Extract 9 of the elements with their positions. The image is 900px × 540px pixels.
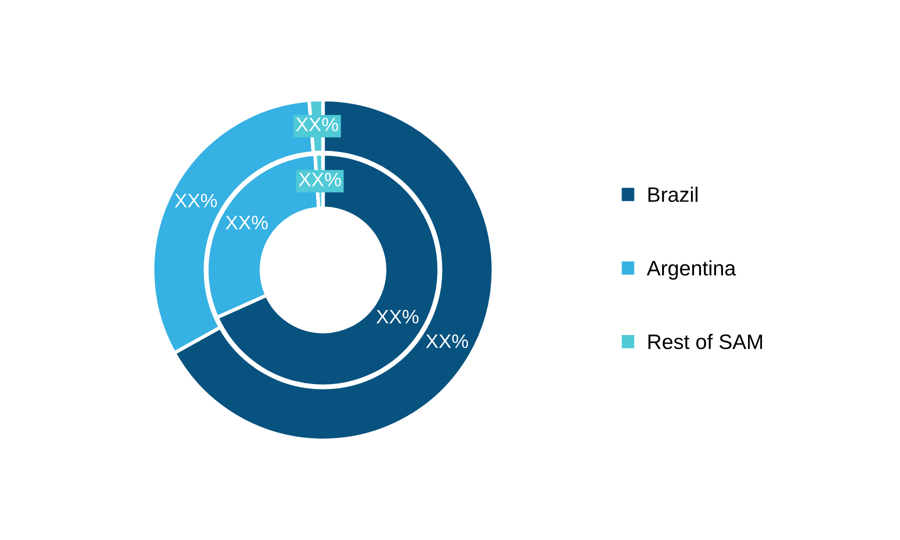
data-label: XX% bbox=[426, 334, 468, 348]
data-label: XX% bbox=[174, 194, 217, 208]
data-label: XX% bbox=[226, 216, 268, 230]
data-label: XX% bbox=[296, 118, 338, 132]
legend-label: Brazil bbox=[648, 186, 698, 202]
legend-label: Rest of SAM bbox=[648, 334, 762, 350]
data-label: XX% bbox=[376, 310, 419, 324]
legend-label: Argentina bbox=[646, 260, 736, 280]
data-label: XX% bbox=[298, 172, 341, 186]
